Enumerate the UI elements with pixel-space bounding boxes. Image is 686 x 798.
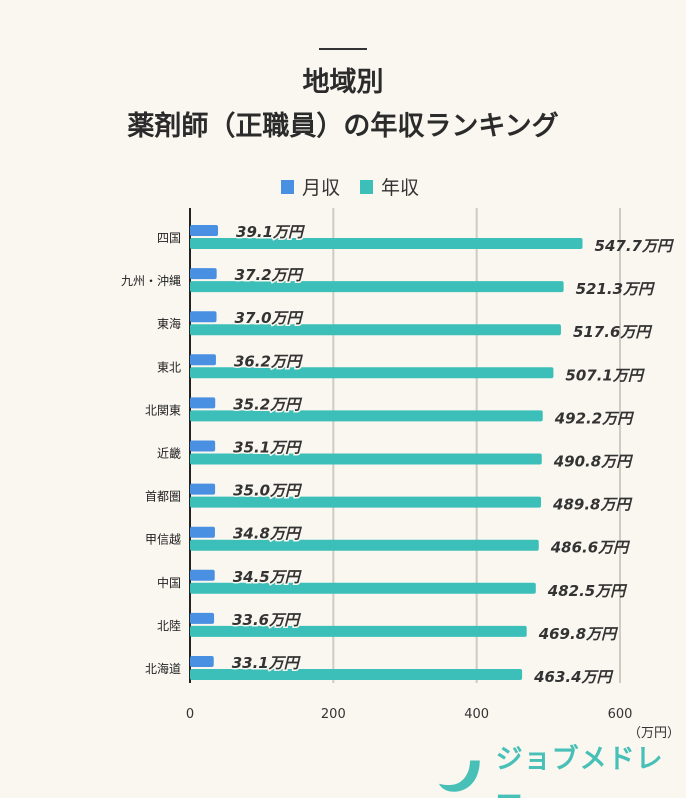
- category-label: 北陸: [157, 619, 181, 633]
- logo-mark-icon: [438, 760, 480, 792]
- x-tick-label: 200: [321, 707, 346, 722]
- logo-text: ジョブメドレー: [495, 744, 664, 798]
- bar-annual: [190, 453, 542, 465]
- data-label-monthly: 35.1万円: [233, 439, 303, 457]
- bar-monthly: [190, 656, 214, 667]
- data-label-monthly: 34.5万円: [233, 568, 303, 586]
- data-label-annual: 507.1万円: [565, 366, 645, 384]
- title-rule: [319, 48, 367, 50]
- data-label-annual: 489.8万円: [552, 496, 633, 514]
- x-tick-label: 400: [464, 707, 489, 722]
- bar-annual: [190, 669, 523, 680]
- category-label: 東北: [157, 360, 181, 374]
- x-tick-label: 600: [608, 707, 633, 722]
- category-label: 首都圏: [145, 490, 181, 504]
- chart-title-line2: 薬剤師（正職員）の年収ランキング: [127, 111, 559, 142]
- bar-monthly: [190, 354, 216, 366]
- data-label-annual: 492.2万円: [554, 409, 635, 427]
- data-label-annual: 469.8万円: [538, 625, 619, 643]
- category-label: 近畿: [157, 447, 181, 461]
- data-label-monthly: 35.0万円: [233, 482, 303, 500]
- legend-label-annual: 年収: [381, 177, 420, 199]
- data-label-monthly: 37.0万円: [235, 309, 305, 327]
- bar-monthly: [190, 440, 216, 452]
- bar-monthly: [190, 569, 215, 581]
- category-label: 九州・沖縄: [121, 273, 181, 288]
- bar-monthly: [190, 225, 219, 236]
- data-label-monthly: 34.8万円: [233, 525, 303, 543]
- data-label-annual: 490.8万円: [553, 453, 634, 471]
- data-label-monthly: 33.6万円: [232, 611, 302, 629]
- legend: 月収 年収: [0, 173, 686, 200]
- bar-monthly: [190, 526, 215, 538]
- category-label: 中国: [157, 575, 181, 590]
- bar-annual: [190, 539, 539, 551]
- bar-annual: [190, 324, 561, 336]
- chart-title-line1: 地域別: [302, 67, 384, 98]
- category-label: 東海: [157, 316, 181, 331]
- data-label-monthly: 37.2万円: [235, 266, 305, 284]
- category-label: 四国: [157, 231, 181, 245]
- bar-monthly: [190, 483, 216, 495]
- data-label-annual: 547.7万円: [595, 237, 675, 255]
- bar-monthly: [190, 397, 216, 409]
- category-label: 北関東: [145, 403, 181, 417]
- bar-annual: [190, 367, 554, 379]
- bar-annual: [190, 496, 542, 508]
- brand-logo: ジョブメドレー: [437, 737, 686, 798]
- legend-swatch-monthly: [280, 179, 294, 194]
- data-label-annual: 521.3万円: [576, 280, 656, 298]
- data-label-annual: 517.6万円: [573, 323, 653, 341]
- data-label-annual: 482.5万円: [547, 582, 628, 600]
- data-label-annual: 463.4万円: [533, 668, 614, 686]
- bar-monthly: [190, 268, 217, 280]
- bar-annual: [190, 582, 536, 594]
- data-label-monthly: 39.1万円: [236, 223, 306, 241]
- x-tick-label: 0: [186, 707, 194, 722]
- bar-monthly: [190, 612, 215, 624]
- legend-label-monthly: 月収: [301, 177, 340, 199]
- category-label: 甲信越: [145, 533, 181, 547]
- category-label: 北海道: [145, 661, 181, 676]
- bar-annual: [190, 410, 543, 422]
- data-label-monthly: 35.2万円: [233, 395, 303, 413]
- bar-annual: [190, 281, 564, 293]
- bar-monthly: [190, 311, 217, 323]
- data-label-monthly: 36.2万円: [234, 352, 304, 370]
- legend-swatch-annual: [360, 179, 374, 194]
- data-label-annual: 486.6万円: [550, 539, 631, 557]
- data-label-monthly: 33.1万円: [232, 654, 302, 672]
- bar-annual: [190, 625, 527, 637]
- bar-annual: [190, 238, 583, 249]
- x-axis-unit: （万円）: [628, 726, 681, 741]
